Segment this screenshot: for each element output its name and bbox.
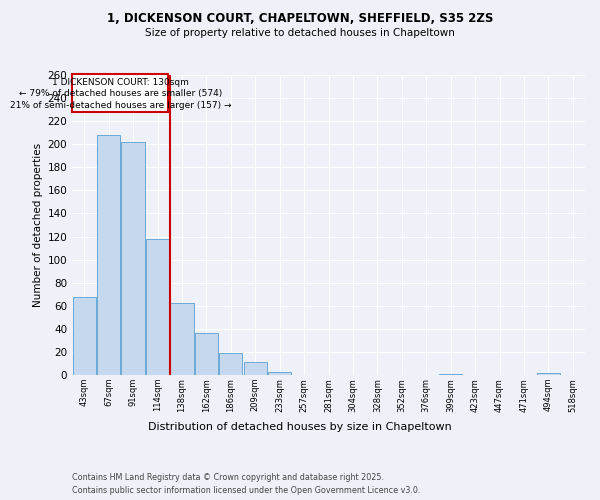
- Bar: [97, 135, 120, 375]
- Bar: [268, 372, 291, 375]
- Text: 1, DICKENSON COURT, CHAPELTOWN, SHEFFIELD, S35 2ZS: 1, DICKENSON COURT, CHAPELTOWN, SHEFFIEL…: [107, 12, 493, 26]
- Bar: [146, 239, 169, 375]
- Bar: [219, 353, 242, 375]
- Bar: [537, 372, 560, 375]
- Bar: [73, 296, 96, 375]
- Bar: [121, 142, 145, 375]
- Bar: [170, 304, 194, 375]
- Y-axis label: Number of detached properties: Number of detached properties: [33, 143, 43, 307]
- Text: Contains HM Land Registry data © Crown copyright and database right 2025.: Contains HM Land Registry data © Crown c…: [72, 472, 384, 482]
- Text: 21% of semi-detached houses are larger (157) →: 21% of semi-detached houses are larger (…: [10, 100, 231, 110]
- Bar: [195, 334, 218, 375]
- Bar: [244, 362, 267, 375]
- Text: Distribution of detached houses by size in Chapeltown: Distribution of detached houses by size …: [148, 422, 452, 432]
- FancyBboxPatch shape: [73, 74, 169, 112]
- Text: 1 DICKENSON COURT: 130sqm: 1 DICKENSON COURT: 130sqm: [52, 78, 189, 86]
- Bar: [439, 374, 462, 375]
- Text: Size of property relative to detached houses in Chapeltown: Size of property relative to detached ho…: [145, 28, 455, 38]
- Text: Contains public sector information licensed under the Open Government Licence v3: Contains public sector information licen…: [72, 486, 421, 495]
- Text: ← 79% of detached houses are smaller (574): ← 79% of detached houses are smaller (57…: [19, 89, 222, 98]
